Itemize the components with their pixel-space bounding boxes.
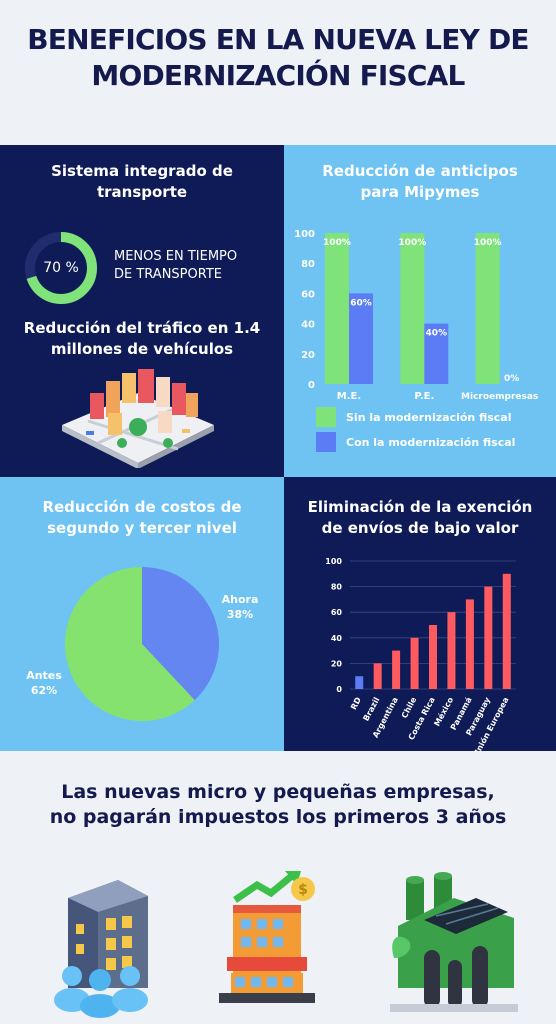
y-tick-label: 20 (301, 350, 315, 361)
y-tick-label: 40 (331, 634, 343, 643)
city-buildings-icon (62, 369, 214, 468)
anticipos-panel: Reducción de anticipos para Mipymes 0 20 40… (284, 145, 556, 477)
bottom-message-line2: no pagarán impuestos los primeros 3 años (49, 806, 507, 828)
bar-data-label: 100% (474, 238, 502, 248)
bar (465, 599, 474, 689)
traffic-text-line1: Reducción del tráfico en 1.4 (23, 319, 261, 337)
y-tick-label: 40 (301, 320, 315, 331)
page-title-line1: BENEFICIOS EN LA NUEVA LEY DE (27, 23, 529, 56)
x-category-label: P.E. (414, 391, 434, 402)
anticipos-chart: 0 20 40 60 80 100 100% 60% M.E. 100% 40% P.E. 100% 0%… (294, 229, 538, 452)
ring-description-line2: DE TRANSPORTE (114, 267, 222, 282)
y-tick-label: 60 (331, 608, 343, 617)
y-tick-label: 60 (301, 289, 315, 300)
traffic-text: Reducción del tráfico en 1.4 millones de… (0, 318, 284, 360)
page-title-line2: MODERNIZACIÓN FISCAL (91, 59, 465, 92)
bar (349, 293, 373, 384)
bar (429, 625, 437, 689)
transport-title-line2: transporte (96, 183, 188, 201)
transport-panel: Sistema integrado de transporte 70 % MEN… (0, 145, 284, 477)
bar-data-label: 60% (350, 298, 372, 308)
transport-title-line1: Sistema integrado de (51, 162, 233, 180)
y-tick-label: 100 (294, 229, 315, 240)
pie-slice (142, 567, 219, 701)
x-category-label: Brazil (361, 695, 381, 722)
svg-text:$: $ (298, 882, 308, 898)
bar-data-label: 40% (426, 329, 448, 339)
bar (325, 233, 349, 384)
x-category-label: M.E. (337, 391, 361, 402)
costos-panel: Reducción de costos de segundo y tercer n… (0, 477, 284, 751)
bottom-message-line1: Las nuevas micro y pequeñas empresas, (61, 781, 495, 803)
pie-slice-label: Ahora (222, 593, 259, 606)
progress-ring-svg (25, 232, 97, 304)
bar (373, 663, 382, 689)
y-tick-label: 20 (331, 659, 343, 668)
bar (475, 233, 500, 384)
bar-data-label: 100% (398, 238, 426, 248)
legend-label: Sin la modernización fiscal (346, 411, 512, 424)
ring-description-line1: MENOS EN TIEMPO (114, 249, 238, 264)
green-factory-icon (390, 872, 518, 1012)
bar (424, 323, 449, 384)
bar (410, 637, 419, 689)
pie-slice (65, 567, 195, 721)
pie-slice-pct: 62% (31, 684, 57, 697)
bar (484, 586, 493, 689)
x-category-label: RD (349, 695, 363, 711)
x-category-label: Chile (400, 695, 419, 720)
costos-pie-chart: Ahora 38% Antes 62% (26, 567, 259, 721)
anticipos-title: Reducción de anticipos para Mipymes (322, 162, 518, 201)
bar (392, 650, 401, 689)
progress-ring-arc (25, 232, 97, 304)
legend-label: Con la modernización fiscal (346, 436, 515, 449)
exencion-panel: Eliminación de la exención de envíos de b… (284, 477, 556, 751)
progress-ring-label: 70 % (43, 260, 79, 276)
pie-slice-label: Antes (26, 669, 62, 682)
office-building-people-icon (54, 880, 148, 1018)
bar (502, 573, 511, 689)
y-tick-label: 0 (336, 685, 342, 694)
costos-title: Reducción de costos de segundo y tercer n… (42, 498, 242, 537)
progress-ring: 70 % (24, 231, 98, 305)
y-tick-label: 80 (301, 259, 315, 270)
page-title: BENEFICIOS EN LA NUEVA LEY DE MODERNIZAC… (0, 22, 556, 94)
bottom-message: Las nuevas micro y pequeñas empresas, no… (0, 780, 556, 830)
legend-swatch (316, 432, 336, 452)
bar (447, 612, 456, 689)
bar-data-label: 0% (504, 374, 519, 384)
growing-business-building-icon: $ (219, 871, 315, 1003)
pie-slice-pct: 38% (227, 608, 253, 621)
transport-title: Sistema integrado de transporte (0, 161, 284, 203)
ring-description: MENOS EN TIEMPO DE TRANSPORTE (114, 248, 237, 284)
y-tick-label: 0 (308, 380, 315, 391)
bar (400, 233, 425, 384)
y-tick-label: 80 (331, 583, 343, 592)
x-category-label: Microempresas (461, 392, 538, 402)
legend-swatch (316, 407, 336, 427)
bar (355, 676, 364, 689)
exencion-title: Eliminación de la exención de envíos de b… (307, 498, 533, 537)
traffic-text-line2: millones de vehículos (50, 340, 234, 358)
y-tick-label: 100 (325, 557, 342, 566)
bar-data-label: 100% (323, 238, 351, 248)
